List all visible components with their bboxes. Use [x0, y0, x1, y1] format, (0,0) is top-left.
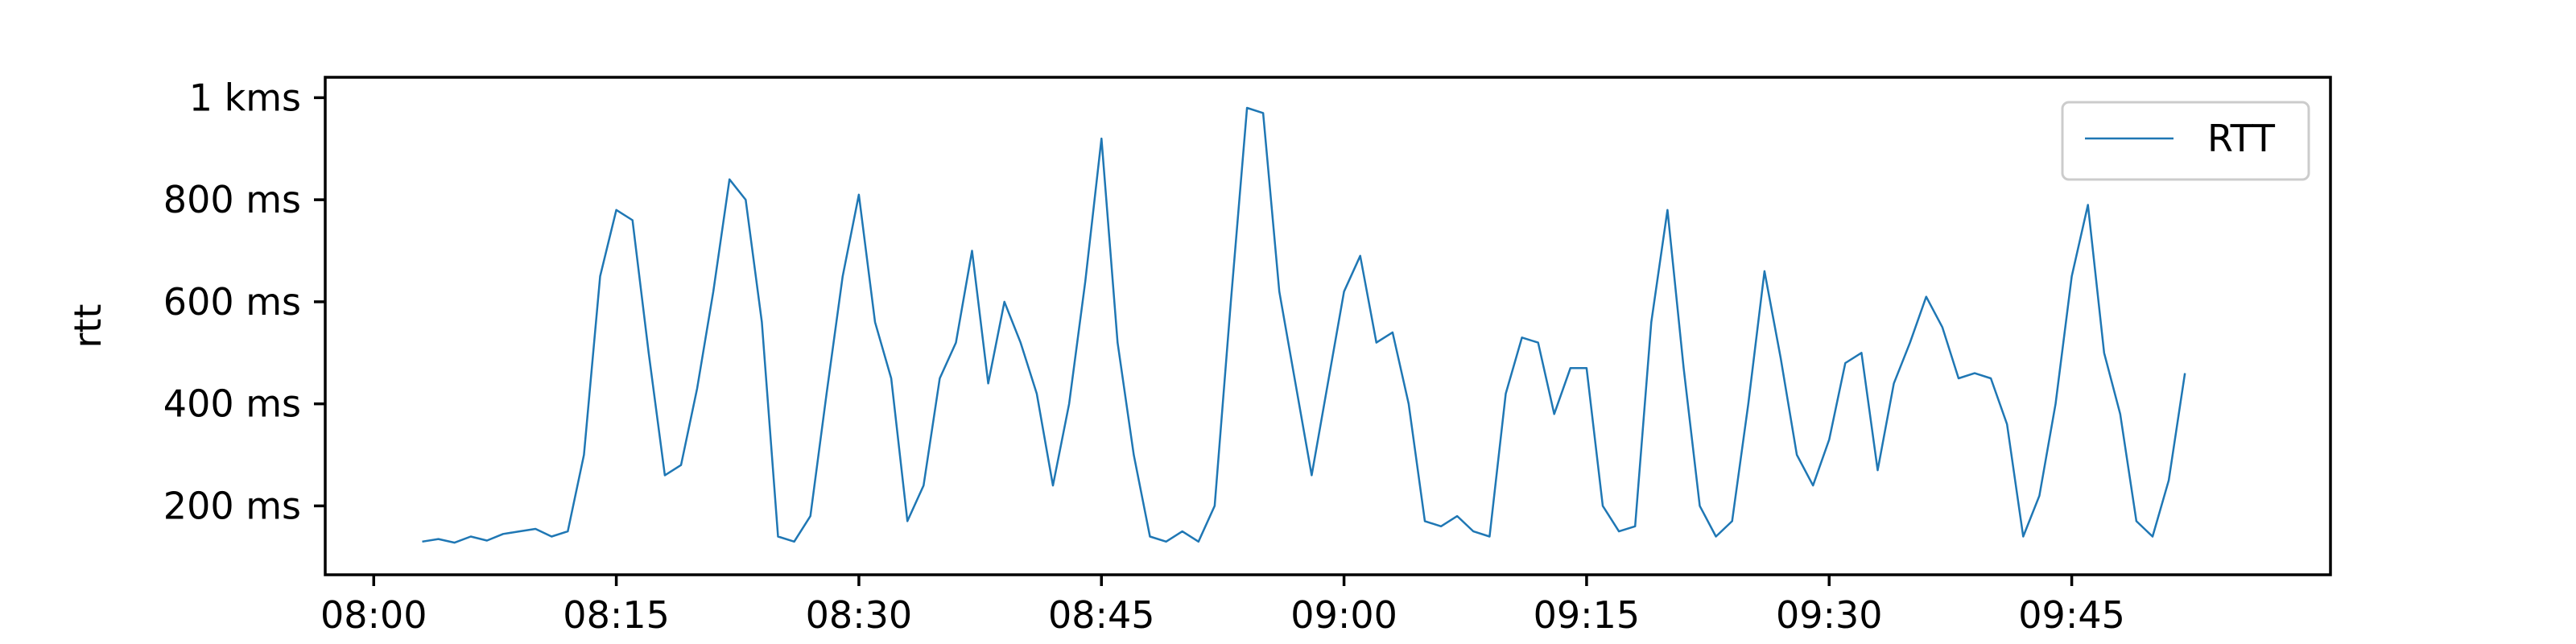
x-tick-label: 09:00: [1290, 593, 1397, 637]
y-tick-label: 600 ms: [163, 280, 301, 324]
series-layer: [422, 106, 2186, 544]
x-axis: 08:00 08:15 08:30 08:45 09:00 09:15 09:30 09:45: [320, 575, 2125, 637]
x-tick-label: 09:15: [1534, 593, 1641, 637]
x-tick-label: 09:30: [1776, 593, 1883, 637]
x-tick-label: 08:15: [563, 593, 670, 637]
plot-frame: [324, 76, 2332, 576]
y-tick-label: 200 ms: [163, 484, 301, 527]
y-axis-title: rtt: [66, 304, 109, 349]
x-tick-label: 08:30: [806, 593, 913, 637]
legend: RTT: [2061, 101, 2310, 181]
legend-box: [2061, 101, 2310, 181]
x-tick-label: 08:00: [320, 593, 427, 637]
y-tick-label: 800 ms: [163, 178, 301, 221]
x-tick-label: 09:45: [2018, 593, 2125, 637]
y-axis: 200 ms 400 ms 600 ms 800 ms 1 kms: [163, 76, 325, 527]
series-line-rtt: [422, 106, 2186, 544]
legend-label-rtt: RTT: [2207, 117, 2276, 160]
x-tick-label: 08:45: [1048, 593, 1155, 637]
y-tick-label: 400 ms: [163, 382, 301, 426]
y-tick-label: 1 kms: [189, 76, 301, 119]
